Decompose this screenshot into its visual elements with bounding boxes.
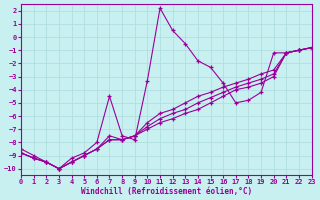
X-axis label: Windchill (Refroidissement éolien,°C): Windchill (Refroidissement éolien,°C)	[81, 187, 252, 196]
